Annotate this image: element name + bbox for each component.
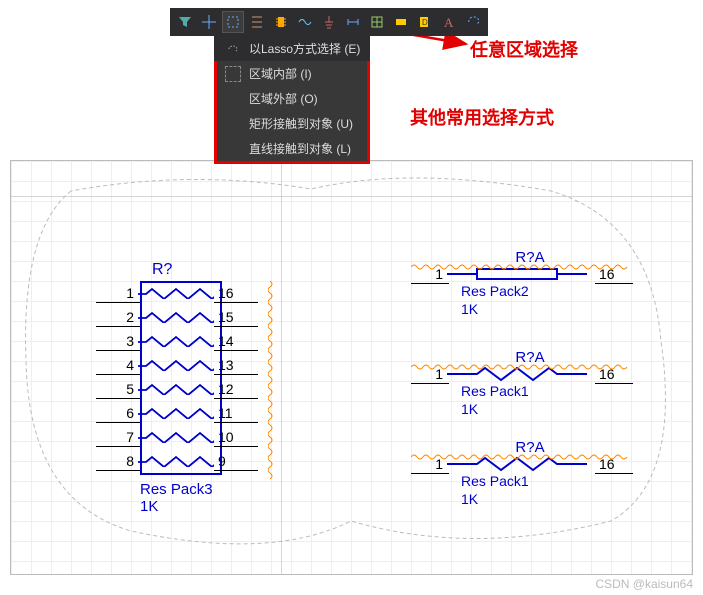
align-tool[interactable]: [246, 11, 268, 33]
rect-select-tool[interactable]: [222, 11, 244, 33]
cs-pin-l: 1: [411, 366, 447, 382]
cs-value: 1K: [461, 490, 631, 508]
blank-icon: [225, 116, 241, 132]
pin-left: 5: [96, 381, 134, 397]
rect-icon: [225, 66, 241, 82]
blank-icon: [225, 141, 241, 157]
dd-rect-touch[interactable]: 矩形接触到对象 (U): [217, 111, 367, 136]
crosshair-tool[interactable]: [198, 11, 220, 33]
highlight-tool[interactable]: [390, 11, 412, 33]
toolbar: D1 A: [170, 8, 488, 36]
component-respack2[interactable]: R?A 1 16 Res Pack2 1K: [411, 249, 631, 318]
blank-icon: [225, 91, 241, 107]
pin-row: 5 12: [96, 377, 256, 401]
cs-pin-l: 1: [411, 266, 447, 282]
pin-row: 4 13: [96, 353, 256, 377]
r3-name: Res Pack3: [140, 481, 256, 498]
cs-name: Res Pack2: [461, 282, 631, 300]
component-respack1a[interactable]: R?A 1 16 Res Pack1 1K: [411, 349, 631, 418]
pin-right: 14: [218, 333, 256, 349]
pin-left: 3: [96, 333, 134, 349]
resistor-zigzag: [138, 431, 214, 443]
r3-pins: 1 162 153 144 135 126 117 108 9: [96, 281, 256, 473]
pin-left: 8: [96, 453, 134, 469]
resistor-zigzag: [138, 287, 214, 299]
wave-tool[interactable]: [294, 11, 316, 33]
dd-label: 区域内部 (I): [249, 65, 312, 82]
cs-pin-l: 1: [411, 456, 447, 472]
pin-right: 11: [218, 405, 256, 421]
dd-label: 直线接触到对象 (L): [249, 140, 351, 157]
resistor-zigzag: [138, 335, 214, 347]
text-tool[interactable]: A: [438, 11, 460, 33]
dd-line-touch[interactable]: 直线接触到对象 (L): [217, 136, 367, 161]
note-tool[interactable]: D1: [414, 11, 436, 33]
resistor-zigzag: [138, 455, 214, 467]
pin-row: 7 10: [96, 425, 256, 449]
cs-name: Res Pack1: [461, 472, 631, 490]
filter-tool[interactable]: [174, 11, 196, 33]
r3-value: 1K: [140, 498, 256, 515]
dd-label: 矩形接触到对象 (U): [249, 115, 353, 132]
r3-ref: R?: [152, 261, 256, 279]
lasso-icon: [225, 41, 241, 57]
pin-right: 15: [218, 309, 256, 325]
dd-label: 以Lasso方式选择 (E): [249, 40, 360, 57]
annotation-label-2: 其他常用选择方式: [410, 104, 554, 130]
resistor-zigzag: [138, 359, 214, 371]
pin-right: 16: [218, 285, 256, 301]
dd-lasso[interactable]: 以Lasso方式选择 (E): [214, 36, 370, 61]
measure-tool[interactable]: [342, 11, 364, 33]
pin-right: 12: [218, 381, 256, 397]
cs-name: Res Pack1: [461, 382, 631, 400]
svg-text:A: A: [444, 15, 454, 30]
dd-inside[interactable]: 区域内部 (I): [217, 61, 367, 86]
error-marker: [268, 281, 278, 481]
pin-left: 7: [96, 429, 134, 445]
pin-row: 8 9: [96, 449, 256, 473]
pin-left: 2: [96, 309, 134, 325]
pin-row: 1 16: [96, 281, 256, 305]
pin-row: 6 11: [96, 401, 256, 425]
pin-left: 1: [96, 285, 134, 301]
pin-right: 9: [218, 453, 256, 469]
selection-dropdown: 以Lasso方式选择 (E) 区域内部 (I) 区域外部 (O) 矩形接触到对象…: [214, 36, 370, 164]
lasso-tool[interactable]: [462, 11, 484, 33]
svg-text:D1: D1: [422, 18, 433, 27]
cs-pin-r: 16: [595, 266, 631, 282]
resistor-zigzag: [138, 383, 214, 395]
dd-outside[interactable]: 区域外部 (O): [217, 86, 367, 111]
watermark: CSDN @kaisun64: [595, 577, 693, 591]
component-respack1b[interactable]: R?A 1 16 Res Pack1 1K: [411, 439, 631, 508]
cs-value: 1K: [461, 400, 631, 418]
cs-pin-r: 16: [595, 456, 631, 472]
chip-tool[interactable]: [270, 11, 292, 33]
grid-tool[interactable]: [366, 11, 388, 33]
pin-right: 10: [218, 429, 256, 445]
resistor-zigzag: [138, 407, 214, 419]
pin-right: 13: [218, 357, 256, 373]
pin-row: 2 15: [96, 305, 256, 329]
resistor-zigzag: [138, 311, 214, 323]
pin-left: 4: [96, 357, 134, 373]
component-respack3[interactable]: R? 1 162 153 144 135 126 117 108 9 Res P…: [96, 261, 256, 515]
pin-left: 6: [96, 405, 134, 421]
cs-pin-r: 16: [595, 366, 631, 382]
cs-value: 1K: [461, 300, 631, 318]
annotation-label-1: 任意区域选择: [470, 36, 578, 62]
dd-label: 区域外部 (O): [249, 90, 318, 107]
schematic-canvas[interactable]: R? 1 162 153 144 135 126 117 108 9 Res P…: [10, 160, 693, 575]
ground-tool[interactable]: [318, 11, 340, 33]
pin-row: 3 14: [96, 329, 256, 353]
